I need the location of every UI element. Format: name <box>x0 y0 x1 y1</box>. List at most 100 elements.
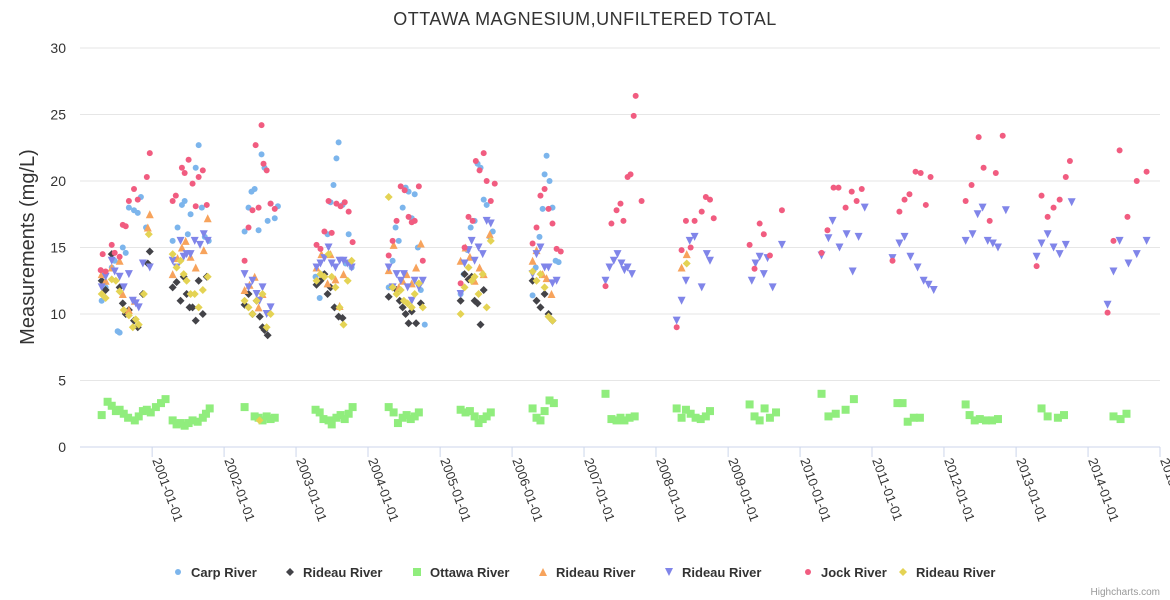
data-point <box>266 415 275 424</box>
data-point <box>536 243 545 252</box>
data-point <box>922 201 929 208</box>
data-point <box>460 259 469 268</box>
legend-item[interactable]: Ottawa River <box>413 565 509 580</box>
data-point <box>146 408 155 417</box>
data-point <box>407 303 416 312</box>
data-point <box>961 400 970 409</box>
data-point <box>99 251 106 258</box>
data-point <box>980 164 987 171</box>
data-point <box>456 310 465 318</box>
data-point <box>1050 204 1057 211</box>
data-point <box>965 411 974 420</box>
data-point <box>691 217 698 224</box>
series-1 <box>97 247 557 340</box>
data-point <box>101 294 110 303</box>
data-point <box>486 236 495 245</box>
data-point <box>632 92 639 99</box>
data-point <box>396 286 405 295</box>
data-point <box>778 207 785 214</box>
data-point <box>824 412 833 421</box>
data-point <box>396 276 405 285</box>
legend-marker <box>805 569 811 575</box>
data-point <box>172 192 179 199</box>
data-point <box>491 180 498 187</box>
data-point <box>119 409 128 418</box>
data-point <box>331 263 340 272</box>
y-tick-label: 15 <box>50 240 66 256</box>
data-point <box>917 170 924 177</box>
data-point <box>536 233 543 240</box>
y-tick-label: 20 <box>50 173 66 189</box>
data-point <box>473 299 482 308</box>
legend-item[interactable]: Jock River <box>805 565 887 580</box>
data-point <box>384 403 393 412</box>
data-point <box>536 270 545 279</box>
data-point <box>125 197 132 204</box>
data-point <box>467 236 476 245</box>
credits[interactable]: Highcharts.com <box>1091 587 1160 598</box>
data-point <box>681 405 690 414</box>
data-point <box>828 216 837 225</box>
data-point <box>143 223 152 232</box>
legend-item[interactable]: Rideau River <box>665 565 761 580</box>
data-point <box>768 283 777 292</box>
data-point <box>545 396 554 405</box>
data-point <box>913 263 922 272</box>
data-point <box>199 230 208 239</box>
data-point <box>601 276 610 285</box>
data-point <box>255 227 262 234</box>
data-point <box>617 259 626 268</box>
data-point <box>327 420 336 429</box>
series-4 <box>97 198 1151 325</box>
data-point <box>320 272 329 281</box>
data-point <box>1109 412 1118 421</box>
data-point <box>203 236 212 245</box>
data-point <box>677 296 686 305</box>
data-point <box>264 217 271 224</box>
legend-item[interactable]: Rideau River <box>286 565 382 580</box>
data-point <box>687 244 694 251</box>
data-point <box>751 259 760 268</box>
data-point <box>131 185 138 192</box>
data-point <box>187 211 194 218</box>
data-point <box>1115 236 1124 245</box>
data-point <box>335 303 344 312</box>
data-point <box>541 185 548 192</box>
data-point <box>134 196 141 203</box>
data-point <box>345 208 352 215</box>
data-point <box>698 208 705 215</box>
data-point <box>549 220 556 227</box>
data-point <box>489 228 496 235</box>
data-point <box>252 142 259 149</box>
data-point <box>673 324 680 331</box>
data-point <box>339 320 348 329</box>
data-point <box>399 204 406 211</box>
x-tick-label: 2009-01-01 <box>725 456 762 524</box>
data-point <box>255 204 262 211</box>
data-point <box>895 239 904 248</box>
legend-item[interactable]: Rideau River <box>899 565 995 580</box>
data-point <box>389 237 396 244</box>
data-point <box>111 276 120 285</box>
data-point <box>102 268 109 275</box>
data-point <box>1043 230 1052 239</box>
data-point <box>630 112 637 119</box>
data-point <box>399 270 408 279</box>
data-point <box>103 397 112 406</box>
data-point <box>835 243 844 252</box>
legend-item[interactable]: Rideau River <box>539 565 635 580</box>
legend-label: Rideau River <box>916 565 995 580</box>
data-point <box>401 187 408 194</box>
data-point <box>469 217 476 224</box>
legend-item[interactable]: Carp River <box>175 565 257 580</box>
data-point <box>898 399 907 408</box>
legend-label: Carp River <box>191 565 257 580</box>
data-point <box>476 167 483 174</box>
x-tick-label: 2013-01-01 <box>1013 456 1050 524</box>
data-point <box>672 316 681 325</box>
data-point <box>414 279 423 288</box>
data-point <box>690 232 699 241</box>
data-point <box>151 403 160 412</box>
data-point <box>266 303 275 312</box>
